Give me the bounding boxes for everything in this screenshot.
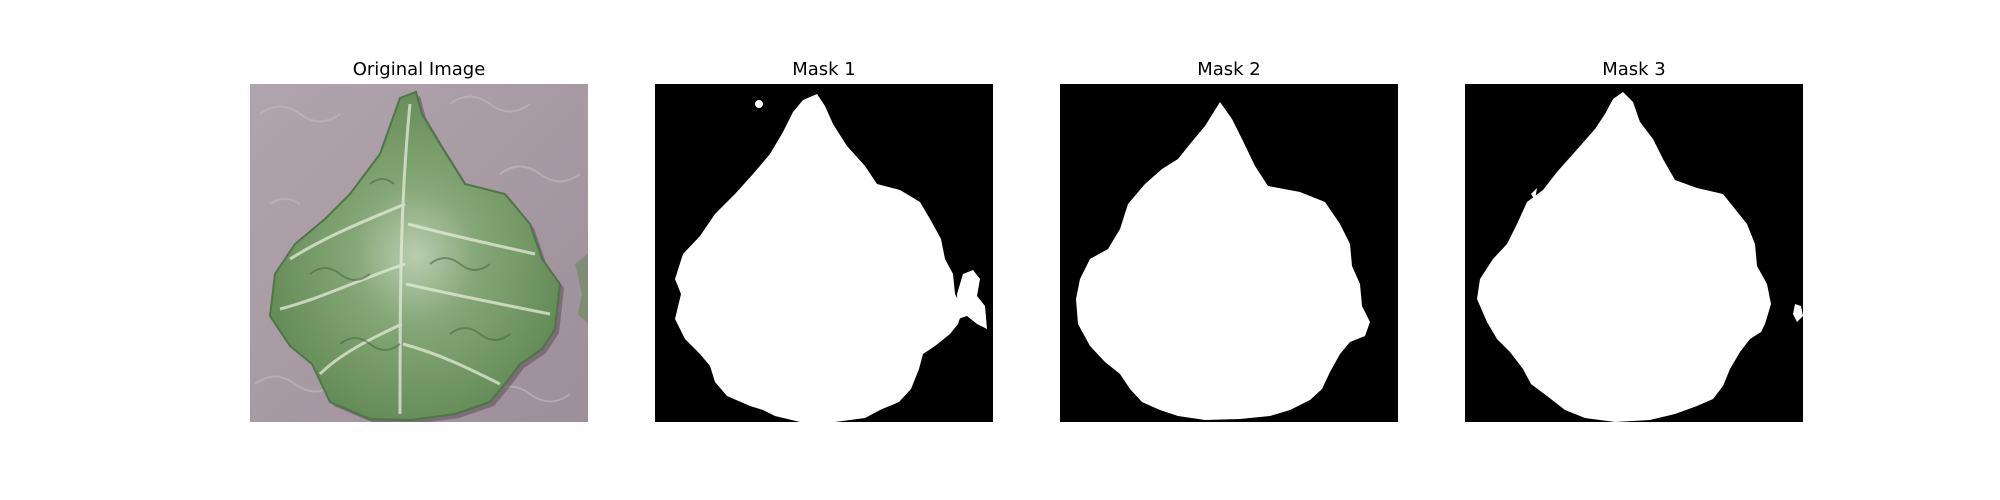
mask-3-graphic [1465, 84, 1803, 422]
original-leaf-photo [250, 84, 588, 422]
panel-title-original-image: Original Image [352, 59, 486, 80]
mask-1-image [655, 84, 993, 422]
panel-title-mask-3: Mask 3 [1602, 59, 1666, 80]
mask-2-graphic [1060, 84, 1398, 422]
panel-mask-1: Mask 1 [655, 58, 993, 424]
panel-mask-3: Mask 3 [1465, 58, 1803, 424]
mask-2-leaf [1076, 102, 1370, 420]
leaf-wrinkles [309, 178, 511, 351]
background-texture [254, 95, 581, 403]
mask-2-image [1060, 84, 1398, 422]
leaf-veins [279, 103, 551, 415]
panel-original-image: Original Image [250, 58, 588, 424]
panel-title-mask-2: Mask 2 [1197, 59, 1261, 80]
mask-1-graphic [655, 84, 993, 422]
mask-3-edge-blob [1793, 304, 1803, 322]
mask-3-image [1465, 84, 1803, 422]
leaf-photo-image [250, 84, 588, 422]
mask-3-leaf [1477, 92, 1771, 422]
panel-mask-2: Mask 2 [1060, 58, 1398, 424]
mask-1-speck [755, 100, 763, 108]
mask-1-leaf [675, 94, 963, 422]
panel-title-mask-1: Mask 1 [792, 59, 856, 80]
mask-3-speck [1531, 188, 1537, 200]
mask-1-edge-blob [957, 270, 987, 329]
leaf-edge-fragment [575, 254, 588, 324]
